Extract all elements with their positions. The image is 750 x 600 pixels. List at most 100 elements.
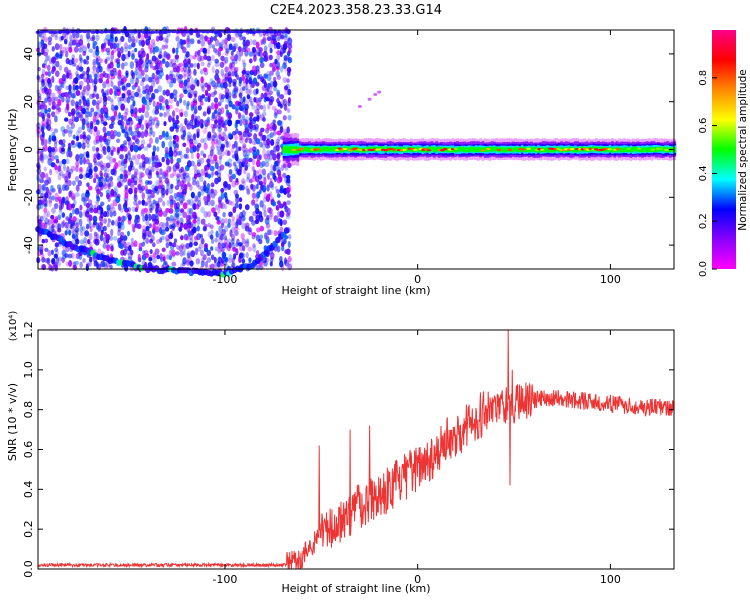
heatmap-cell (149, 207, 153, 213)
snr-y-tick-label: 0.6 (22, 441, 35, 459)
heatmap-cell (186, 37, 191, 45)
heatmap-cell (196, 225, 200, 232)
heatmap-cell (334, 148, 340, 152)
heatmap-cell (319, 147, 323, 153)
heatmap-cell (102, 70, 106, 77)
heatmap-cell (138, 39, 142, 46)
heatmap-cell (54, 115, 58, 123)
heatmap-cell (249, 116, 253, 122)
heatmap-cell (218, 169, 222, 175)
heatmap-cell (182, 196, 186, 202)
heatmap-cell (377, 90, 382, 94)
heatmap-cell (199, 34, 205, 41)
heatmap-cell (272, 80, 278, 88)
heatmap-cell (75, 217, 80, 225)
heatmap-cell (261, 185, 267, 193)
heatmap-cell (637, 147, 642, 150)
heatmap-cell (196, 172, 202, 178)
heatmap-cell (210, 171, 214, 178)
heatmap-cell (47, 146, 53, 153)
heatmap-cell (204, 164, 208, 171)
heatmap-cell (291, 148, 297, 151)
heatmap-cell (40, 171, 46, 179)
heatmap-cell (197, 49, 201, 56)
heatmap-cell (168, 73, 173, 80)
heatmap-cell (223, 191, 228, 199)
heatmap-cell (189, 198, 194, 207)
heatmap-cell (188, 214, 194, 220)
heatmap-cell (95, 233, 100, 241)
heatmap-cell (266, 214, 270, 221)
heatmap-cell (154, 30, 160, 34)
heatmap-cell (241, 258, 246, 264)
heatmap-cell (224, 66, 229, 73)
heatmap-cell (266, 184, 270, 192)
heatmap-cell (245, 147, 250, 153)
snr-panel: -100 0 100 0.00.20.40.60.81.01.2 Height of… (6, 311, 675, 595)
heatmap-cell (236, 50, 240, 58)
snr-y-ticks: 0.00.20.40.60.81.01.2 (22, 321, 674, 578)
heatmap-cell (84, 120, 90, 126)
heatmap-cell (180, 243, 185, 249)
heatmap-cell (198, 175, 204, 183)
heatmap-cell (62, 163, 67, 172)
heatmap-cell (206, 191, 212, 199)
heatmap-cell (86, 239, 91, 245)
heatmap-cell (460, 146, 464, 152)
heatmap-cell (233, 42, 239, 50)
heatmap-cell (275, 204, 280, 211)
heatmap-cell (155, 170, 159, 176)
heatmap-cell (262, 117, 266, 122)
heatmap-cell (123, 111, 128, 118)
heatmap-cell (99, 170, 103, 177)
heatmap-cell (137, 31, 141, 39)
heatmap-cell (93, 84, 97, 92)
heatmap-cell (144, 229, 148, 237)
heatmap-cell (51, 65, 57, 72)
heatmap-cell (186, 182, 191, 188)
heatmap-x-label: Height of straight line (km) (281, 284, 430, 297)
heatmap-cell (68, 259, 73, 267)
heatmap-cell (272, 119, 276, 125)
heatmap-cell (61, 74, 67, 82)
heatmap-cell (625, 147, 628, 152)
heatmap-cell (251, 184, 256, 192)
heatmap-cell (268, 154, 273, 161)
heatmap-cell (496, 148, 502, 151)
heatmap-cell (156, 101, 160, 107)
heatmap-cell (161, 226, 166, 232)
heatmap-cell (57, 214, 62, 221)
heatmap-cell (167, 29, 172, 33)
heatmap-cell (79, 261, 83, 269)
heatmap-cell (46, 55, 51, 61)
heatmap-cell (61, 96, 65, 103)
heatmap-cell (88, 221, 92, 229)
heatmap-cell (673, 147, 677, 153)
heatmap-cell (44, 108, 48, 114)
heatmap-cell (117, 69, 122, 78)
heatmap-cell (54, 164, 58, 171)
heatmap-cell (172, 47, 176, 54)
heatmap-cell (57, 89, 62, 95)
heatmap-cell (168, 254, 173, 261)
heatmap-cell (109, 235, 114, 241)
heatmap-cell (138, 118, 143, 125)
heatmap-cell (224, 203, 228, 210)
heatmap-cell (149, 85, 154, 93)
heatmap-cell (134, 153, 138, 160)
heatmap-cell (102, 121, 108, 126)
heatmap-cell (268, 54, 273, 61)
heatmap-cell (145, 104, 150, 112)
colorbar-tick-label: 0.2 (698, 213, 709, 229)
heatmap-cell (123, 42, 129, 50)
heatmap-cell (189, 260, 194, 267)
heatmap-cell (107, 95, 111, 102)
heatmap-cell (186, 227, 191, 233)
heatmap-cell (210, 182, 215, 188)
heatmap-cell (50, 92, 56, 99)
heatmap-cell (175, 114, 179, 121)
heatmap-cell (202, 47, 207, 54)
heatmap-cell (147, 166, 151, 172)
heatmap-cell (263, 209, 267, 218)
